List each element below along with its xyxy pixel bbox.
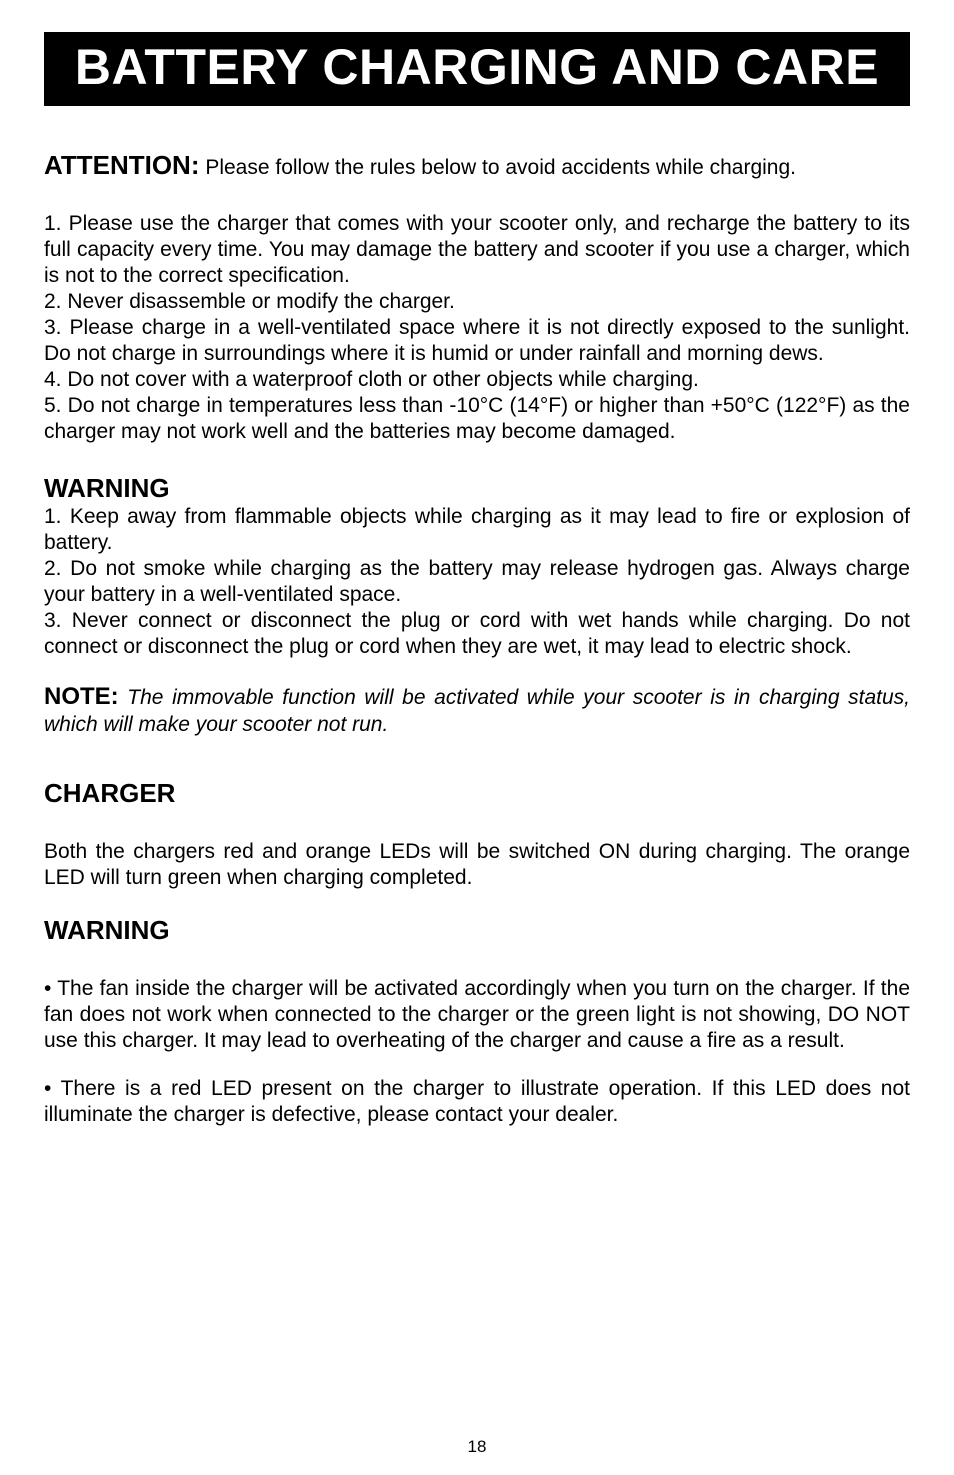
warning-block-1: 1. Keep away from flammable objects whil… <box>44 504 910 660</box>
rule-4: 4. Do not cover with a waterproof cloth … <box>44 367 910 393</box>
attention-text: Please follow the rules below to avoid a… <box>200 156 797 179</box>
charger-body: Both the chargers red and orange LEDs wi… <box>44 839 910 891</box>
rule-3: 3. Please charge in a well-ventilated sp… <box>44 315 910 367</box>
warning2-bullet-2: • There is a red LED present on the char… <box>44 1076 910 1128</box>
warning-heading-1: WARNING <box>44 473 910 504</box>
rule-2: 2. Never disassemble or modify the charg… <box>44 289 910 315</box>
warning1-item-2: 2. Do not smoke while charging as the ba… <box>44 556 910 608</box>
page-banner: BATTERY CHARGING AND CARE <box>44 32 910 106</box>
warning2-bullet-1: • The fan inside the charger will be act… <box>44 976 910 1054</box>
note-body: The immovable function will be activated… <box>44 686 910 736</box>
attention-line: ATTENTION: Please follow the rules below… <box>44 150 910 181</box>
warning1-item-3: 3. Never connect or disconnect the plug … <box>44 608 910 660</box>
warning1-item-1: 1. Keep away from flammable objects whil… <box>44 504 910 556</box>
charger-heading: CHARGER <box>44 778 910 809</box>
note-lead: NOTE: <box>44 683 119 710</box>
note-block: NOTE: The immovable function will be act… <box>44 682 910 738</box>
rules-block: 1. Please use the charger that comes wit… <box>44 211 910 445</box>
rule-1: 1. Please use the charger that comes wit… <box>44 211 910 289</box>
attention-lead: ATTENTION: <box>44 150 200 180</box>
page-number: 18 <box>0 1437 954 1457</box>
rule-5: 5. Do not charge in temperatures less th… <box>44 393 910 445</box>
warning-heading-2: WARNING <box>44 915 910 946</box>
